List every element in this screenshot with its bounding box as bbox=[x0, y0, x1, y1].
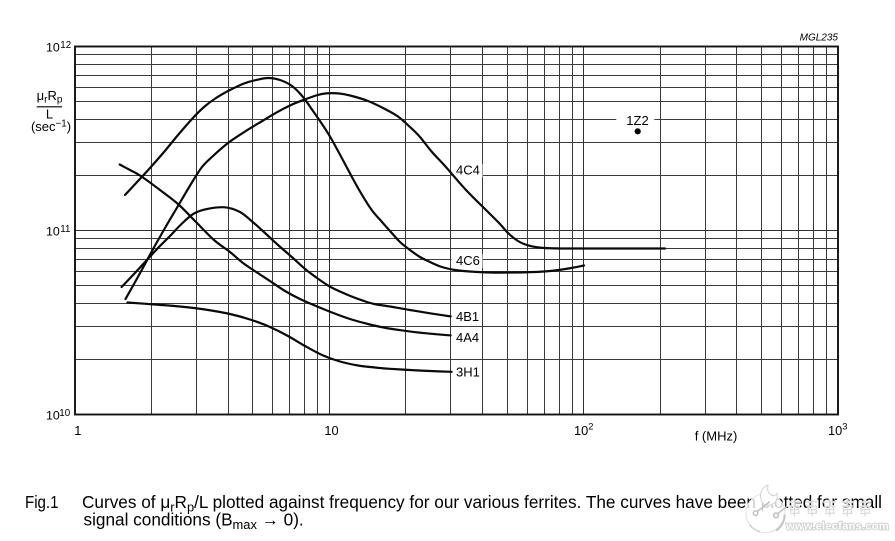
svg-text:10: 10 bbox=[828, 423, 842, 438]
svg-text:12: 12 bbox=[60, 40, 71, 51]
svg-text:L: L bbox=[46, 107, 53, 122]
svg-text:www.elecfans.com: www.elecfans.com bbox=[785, 521, 889, 533]
svg-text:4B1: 4B1 bbox=[456, 309, 479, 324]
svg-text:f (MHz): f (MHz) bbox=[695, 429, 738, 444]
svg-text:11: 11 bbox=[60, 224, 70, 235]
svg-text:MGL235: MGL235 bbox=[800, 33, 839, 44]
svg-text:3H1: 3H1 bbox=[456, 365, 480, 380]
svg-text:4C4: 4C4 bbox=[456, 162, 480, 177]
svg-text:10: 10 bbox=[46, 41, 60, 55]
svg-text:μrRp: μrRp bbox=[37, 88, 63, 106]
svg-text:Fig.1: Fig.1 bbox=[25, 492, 59, 512]
svg-text:10: 10 bbox=[324, 423, 338, 438]
svg-text:signal conditions (Bmax → 0).: signal conditions (Bmax → 0). bbox=[84, 510, 304, 532]
svg-text:10: 10 bbox=[574, 423, 588, 438]
svg-text:1Z2: 1Z2 bbox=[626, 113, 648, 128]
svg-text:10: 10 bbox=[59, 408, 70, 419]
svg-text:4A4: 4A4 bbox=[456, 330, 479, 345]
svg-text:1: 1 bbox=[74, 423, 81, 438]
svg-text:4C6: 4C6 bbox=[456, 253, 480, 268]
svg-text:3: 3 bbox=[842, 422, 847, 432]
svg-text:10: 10 bbox=[46, 225, 60, 239]
svg-text:Curves of μrRp/L plotted again: Curves of μrRp/L plotted against frequen… bbox=[82, 492, 882, 514]
svg-text:2: 2 bbox=[588, 422, 593, 432]
svg-text:10: 10 bbox=[46, 409, 60, 423]
